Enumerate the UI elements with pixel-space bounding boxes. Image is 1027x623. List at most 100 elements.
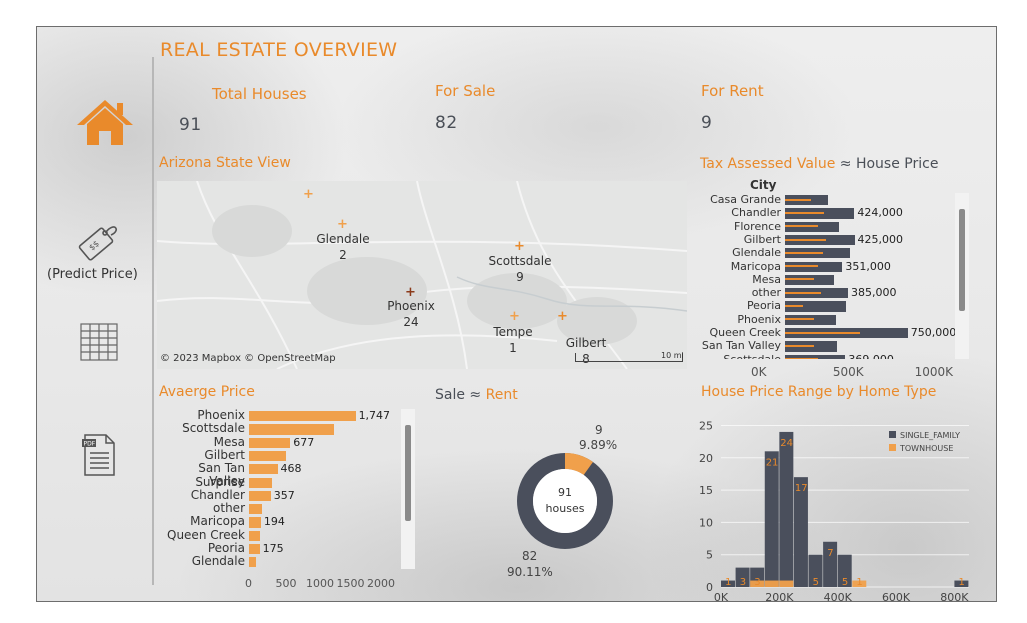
tax-chart-tax-line xyxy=(785,251,823,254)
avg-price-bar[interactable] xyxy=(249,490,271,502)
histogram-bar-townhouse[interactable] xyxy=(852,580,867,587)
tax-chart-title: Tax Assessed Value ≈ House Price xyxy=(700,156,939,172)
avg-price-city-label: Scottsdale xyxy=(182,421,245,436)
nav-divider xyxy=(152,57,154,585)
histogram-bar-single-family[interactable] xyxy=(793,477,808,587)
histogram-data-label: 5 xyxy=(813,577,819,588)
tax-chart-city-label: Queen Creek xyxy=(709,326,782,339)
avg-price-scrollbar[interactable] xyxy=(401,409,415,569)
histogram-bar-single-family[interactable] xyxy=(779,431,794,587)
avg-price-x-tick: 0 xyxy=(245,577,252,590)
histogram-bar-single-family[interactable] xyxy=(721,580,735,587)
arizona-map[interactable]: + + + + + + Glendale 2 Scottsdale 9 Phoeni… xyxy=(157,181,687,369)
histogram-bar-single-family[interactable] xyxy=(735,567,750,587)
avg-price-bar[interactable] xyxy=(249,544,260,555)
avg-price-bar[interactable] xyxy=(249,437,291,448)
avg-price-x-tick: 500 xyxy=(275,577,297,590)
map-marker[interactable]: + xyxy=(303,187,314,202)
histogram-bar-single-family[interactable] xyxy=(764,451,779,587)
price-tag-icon[interactable]: $$ xyxy=(75,219,121,263)
map-city-label: Glendale 2 xyxy=(316,232,370,262)
histogram-bar-townhouse[interactable] xyxy=(750,580,765,587)
histogram-bar-single-family[interactable] xyxy=(954,580,969,587)
pdf-document-icon[interactable]: PDF xyxy=(81,433,117,477)
tax-chart-tax-line xyxy=(785,331,861,334)
sale-rent-donut[interactable] xyxy=(515,451,615,551)
avg-price-chart: Phoenix 1,747 Scottsdale Mesa 677 Gilbert San … xyxy=(159,409,415,567)
map-marker[interactable]: + xyxy=(514,239,525,254)
avg-price-data-label: 677 xyxy=(293,435,315,449)
avg-price-bar[interactable] xyxy=(249,504,263,515)
predict-price-link[interactable]: (Predict Price) xyxy=(47,267,138,282)
svg-text:PDF: PDF xyxy=(84,441,96,448)
tax-chart-tax-line xyxy=(785,211,825,214)
histogram-x-tick: 600K xyxy=(882,591,911,601)
tax-chart-x-tick: 0K xyxy=(751,365,767,379)
histogram-bar-townhouse[interactable] xyxy=(764,580,779,587)
avg-price-scroll-thumb[interactable] xyxy=(405,425,411,521)
page-title: REAL ESTATE OVERVIEW xyxy=(160,39,398,61)
tax-chart-bar[interactable] xyxy=(785,354,846,359)
table-grid-icon[interactable] xyxy=(80,323,118,361)
avg-price-data-label: 1,747 xyxy=(358,409,391,422)
tax-chart-scroll-thumb[interactable] xyxy=(959,209,965,311)
legend-item-townhouse[interactable]: TOWNHOUSE xyxy=(889,442,960,455)
tax-chart-tax-line xyxy=(785,238,826,241)
map-marker[interactable]: + xyxy=(405,285,416,300)
histogram-y-tick: 25 xyxy=(699,419,713,432)
avg-price-bar[interactable] xyxy=(249,557,257,567)
avg-price-bar[interactable] xyxy=(249,517,261,528)
avg-price-bar[interactable] xyxy=(249,424,334,435)
histogram-data-label: 24 xyxy=(780,438,793,449)
avg-price-city-label: Phoenix xyxy=(197,409,245,422)
histogram-data-label: 1 xyxy=(856,577,862,588)
avg-price-city-label: other xyxy=(213,501,245,516)
histogram-x-tick: 800K xyxy=(940,591,969,601)
histogram-data-label: 3 xyxy=(754,577,760,588)
histogram-data-label: 21 xyxy=(766,457,779,468)
tax-chart-city-label: Casa Grande xyxy=(710,193,781,206)
map-attribution: © 2023 Mapbox © OpenStreetMap xyxy=(160,353,336,364)
tax-chart-tax-line xyxy=(785,278,815,281)
donut-rent-segment[interactable] xyxy=(517,453,613,549)
avg-price-bar[interactable] xyxy=(249,411,356,422)
svg-text:$$: $$ xyxy=(87,239,101,252)
histogram-bar-single-family[interactable] xyxy=(823,541,838,587)
avg-price-bar[interactable] xyxy=(249,477,272,488)
histogram-x-tick: 0K xyxy=(714,591,729,601)
tax-chart-data-label: 369,000 xyxy=(848,353,894,359)
map-marker[interactable]: + xyxy=(337,217,348,232)
avg-price-city-label: Glendale xyxy=(191,554,245,567)
tax-chart-tax-line xyxy=(785,305,803,308)
legend-item-single-family[interactable]: SINGLE_FAMILY xyxy=(889,429,960,442)
tax-chart-tax-line xyxy=(785,265,818,268)
histogram-bar-townhouse[interactable] xyxy=(779,580,794,587)
map-marker[interactable]: + xyxy=(509,309,520,324)
avg-price-city-label: Chandler xyxy=(190,487,245,502)
histogram-x-tick: 200K xyxy=(765,591,794,601)
tax-chart-scrollbar[interactable] xyxy=(955,193,969,359)
tax-chart-city-label: Gilbert xyxy=(743,232,781,246)
home-icon[interactable] xyxy=(75,97,135,147)
map-marker[interactable]: + xyxy=(557,309,568,324)
tax-chart-data-label: 750,000 xyxy=(910,326,957,339)
tax-chart-data-label: 351,000 xyxy=(845,259,891,273)
avg-price-bar[interactable] xyxy=(249,450,287,462)
for-rent-label: For Rent xyxy=(701,82,764,100)
tax-chart-tax-line xyxy=(785,318,815,321)
avg-price-title: Avaerge Price xyxy=(159,384,255,400)
histogram-bar-single-family[interactable] xyxy=(808,554,823,587)
histogram-bar-single-family[interactable] xyxy=(837,554,852,587)
tax-chart-city-label: Florence xyxy=(734,219,781,233)
tax-chart-bar[interactable] xyxy=(785,301,846,312)
histogram-y-tick: 5 xyxy=(706,549,713,562)
tax-chart-city-label: Peoria xyxy=(746,299,781,313)
rent-percent: 9.89% xyxy=(579,438,618,452)
tax-chart-city-label: Scottsdale xyxy=(701,353,781,359)
avg-price-bar[interactable] xyxy=(249,530,260,541)
tax-chart-tax-line xyxy=(785,198,812,201)
for-sale-value: 82 xyxy=(435,113,458,133)
avg-price-bar[interactable] xyxy=(249,464,278,475)
tax-chart-tax-line xyxy=(785,344,815,347)
